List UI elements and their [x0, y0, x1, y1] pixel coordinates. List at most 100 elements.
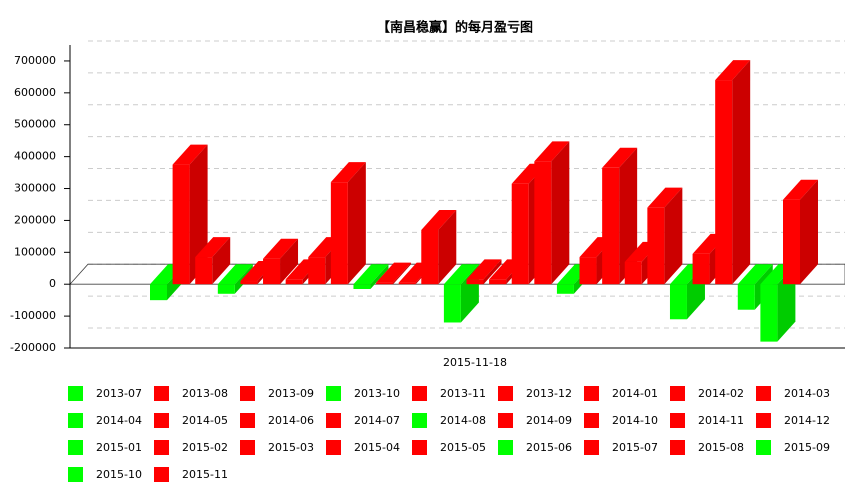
legend-label: 2015-01	[96, 441, 142, 454]
legend-swatch	[154, 440, 169, 455]
bar	[285, 279, 303, 285]
bar	[353, 284, 371, 289]
bar-top	[353, 264, 389, 285]
y-tick-label: 0	[49, 277, 56, 290]
legend-label: 2015-11	[182, 468, 228, 481]
legend-label: 2014-07	[354, 414, 400, 427]
bar	[602, 167, 620, 285]
legend-label: 2013-11	[440, 387, 486, 400]
legend-swatch	[584, 413, 599, 428]
legend-label: 2013-10	[354, 387, 400, 400]
bar-side	[370, 264, 389, 289]
bar-side	[438, 209, 457, 285]
legend-label: 2014-10	[612, 414, 658, 427]
bar	[330, 182, 348, 285]
legend-label: 2014-04	[96, 414, 142, 427]
bar	[647, 207, 665, 285]
legend-swatch	[154, 467, 169, 482]
bar	[489, 279, 507, 285]
bar	[263, 258, 281, 285]
legend-swatch	[756, 440, 771, 455]
bar-top	[330, 162, 366, 183]
legend-label: 2015-04	[354, 441, 400, 454]
bar-side	[212, 237, 231, 285]
bar	[240, 281, 258, 285]
bar	[308, 257, 326, 285]
y-tick-label: 600000	[14, 86, 56, 99]
legend-label: 2014-12	[784, 414, 830, 427]
bar-side	[483, 259, 502, 285]
bar-side	[619, 147, 638, 285]
x-axis-label: 2015-11-18	[443, 356, 507, 369]
y-tick-label: 500000	[14, 118, 56, 131]
bar-side	[347, 162, 366, 285]
bar	[466, 279, 484, 285]
legend-swatch	[498, 413, 513, 428]
legend-swatch	[670, 440, 685, 455]
bar	[443, 284, 461, 323]
bar	[783, 199, 800, 285]
legend-swatch	[68, 386, 83, 401]
bar-top	[421, 209, 457, 230]
bar	[511, 183, 529, 285]
bar-top	[263, 238, 299, 259]
y-tick-label: 300000	[14, 182, 56, 195]
legend-label: 2013-09	[268, 387, 314, 400]
legend-label: 2015-03	[268, 441, 314, 454]
legend-swatch	[584, 386, 599, 401]
legend-swatch	[154, 386, 169, 401]
legend-label: 2015-08	[698, 441, 744, 454]
bar	[150, 284, 167, 301]
legend-label: 2014-05	[182, 414, 228, 427]
legend-swatch	[154, 413, 169, 428]
bar-top	[172, 144, 208, 165]
bar-top	[195, 237, 231, 258]
bar	[398, 282, 416, 285]
bar-top	[715, 60, 751, 81]
legend-swatch	[68, 440, 83, 455]
bar-top	[466, 259, 502, 280]
bar	[692, 253, 710, 285]
legend-label: 2013-12	[526, 387, 572, 400]
legend-label: 2015-06	[526, 441, 572, 454]
y-tick-label: 700000	[14, 54, 56, 67]
y-tick-label: -200000	[10, 341, 56, 354]
legend-label: 2014-09	[526, 414, 572, 427]
bar-top	[602, 147, 638, 168]
legend-swatch	[240, 386, 255, 401]
bar-top	[647, 187, 683, 208]
bar	[421, 229, 439, 285]
bar	[172, 164, 190, 285]
bar	[579, 257, 597, 285]
legend-swatch	[240, 440, 255, 455]
legend-swatch	[326, 413, 341, 428]
bar-top	[737, 264, 773, 285]
legend-label: 2015-02	[182, 441, 228, 454]
legend-swatch	[498, 440, 513, 455]
legend-swatch	[756, 413, 771, 428]
legend-swatch	[326, 386, 341, 401]
legend-swatch	[498, 386, 513, 401]
legend-label: 2014-08	[440, 414, 486, 427]
legend-label: 2013-08	[182, 387, 228, 400]
legend-label: 2015-05	[440, 441, 486, 454]
legend-swatch	[68, 467, 83, 482]
bar-top	[534, 141, 570, 162]
bar	[760, 284, 778, 342]
bar	[217, 284, 235, 294]
y-tick-label: 100000	[14, 245, 56, 258]
bar	[715, 80, 733, 285]
bar	[624, 261, 642, 285]
chart-title: 【南昌稳赢】的每月盈亏图	[377, 20, 533, 36]
bar-side	[551, 141, 570, 285]
legend-swatch	[240, 413, 255, 428]
legend-label: 2014-11	[698, 414, 744, 427]
bar	[737, 284, 755, 310]
y-tick-label: 200000	[14, 213, 56, 226]
legend-label: 2014-01	[612, 387, 658, 400]
legend-swatch	[412, 386, 427, 401]
legend-label: 2015-09	[784, 441, 830, 454]
bar-side	[664, 187, 683, 285]
bar-side	[280, 238, 299, 285]
